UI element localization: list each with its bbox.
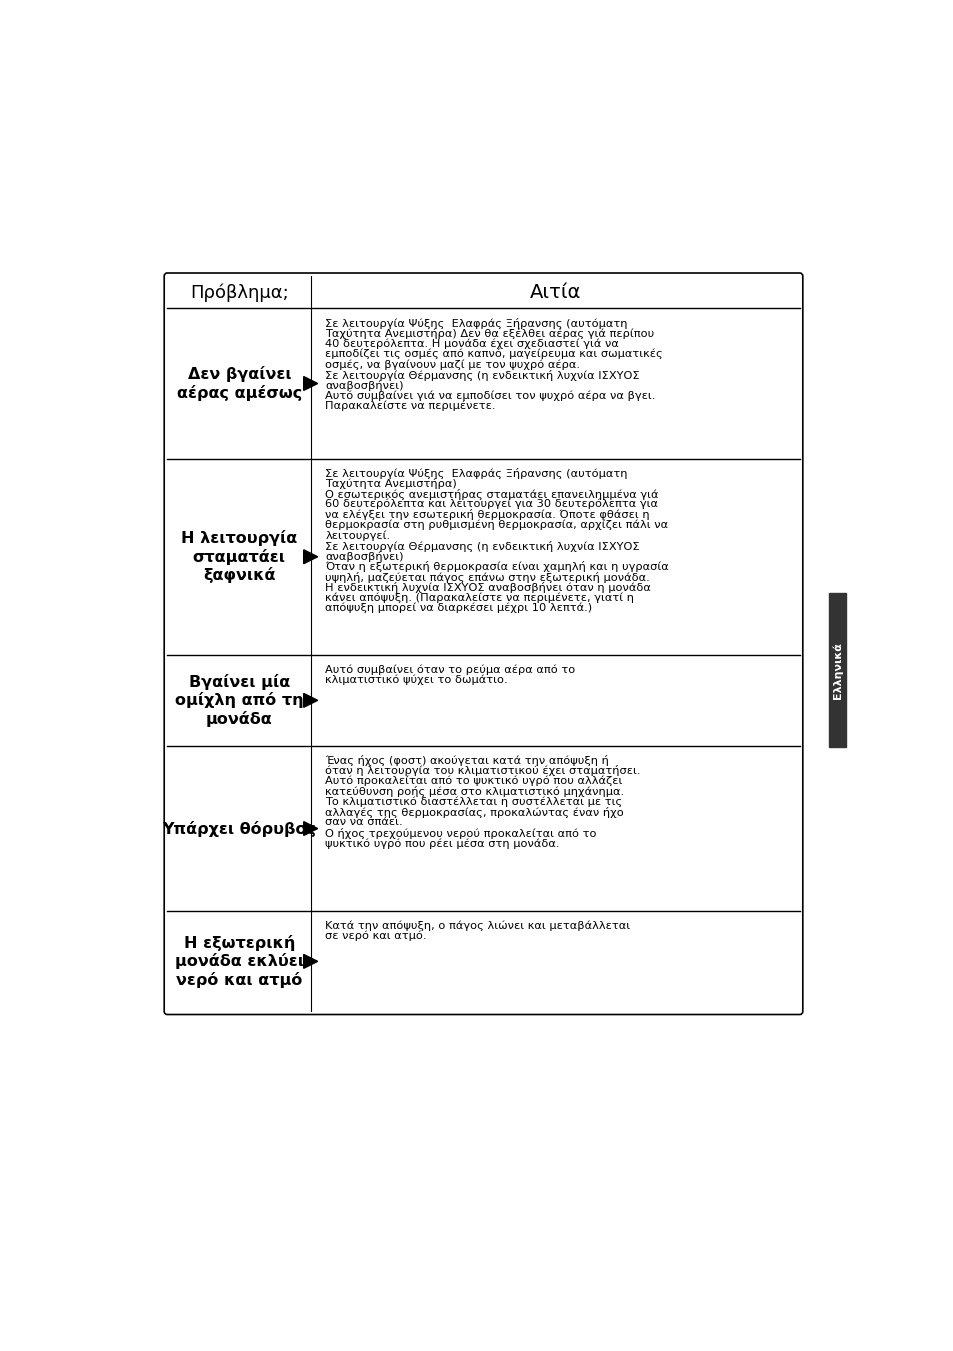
Text: Η λειτουργία
σταματάει
ξαφνικά: Η λειτουργία σταματάει ξαφνικά — [181, 530, 297, 584]
Text: Η εξωτερική
μονάδα εκλύει
νερό και ατμό: Η εξωτερική μονάδα εκλύει νερό και ατμό — [174, 935, 304, 988]
Polygon shape — [303, 377, 317, 390]
Text: Ταχύτητα Ανεμιστήρα) Δεν θα εξέλθει αέρας γιά περίπου: Ταχύτητα Ανεμιστήρα) Δεν θα εξέλθει αέρα… — [325, 328, 654, 339]
Text: αναβοσβήνει): αναβοσβήνει) — [325, 551, 403, 562]
Text: λειτουργεί.: λειτουργεί. — [325, 530, 390, 540]
Text: Σε λειτουργία Ψύξης  Ελαφράς Ξήρανσης (αυτόματη: Σε λειτουργία Ψύξης Ελαφράς Ξήρανσης (αυ… — [325, 317, 627, 328]
Text: Ο ήχος τρεχούμενου νερού προκαλείται από το: Ο ήχος τρεχούμενου νερού προκαλείται από… — [325, 828, 597, 839]
Text: Κατά την απόψυξη, ο πάγος λιώνει και μεταβάλλεται: Κατά την απόψυξη, ο πάγος λιώνει και μετ… — [325, 920, 630, 931]
Bar — [828, 593, 845, 747]
Polygon shape — [303, 954, 317, 969]
Text: Αυτό συμβαίνει όταν το ρεύμα αέρα από το: Αυτό συμβαίνει όταν το ρεύμα αέρα από το — [325, 665, 575, 674]
Polygon shape — [303, 693, 317, 708]
Text: κάνει απόψυξη. (Παρακαλείστε να περιμένετε, γιατί η: κάνει απόψυξη. (Παρακαλείστε να περιμένε… — [325, 593, 634, 603]
Text: Ελληνικά: Ελληνικά — [832, 642, 842, 698]
Text: Αιτία: Αιτία — [529, 282, 580, 301]
Text: εμποδίζει τις οσμές από καπνό, μαγείρευμα και σωματικές: εμποδίζει τις οσμές από καπνό, μαγείρευμ… — [325, 349, 662, 359]
Text: όταν η λειτουργία του κλιματιστικού έχει σταματήσει.: όταν η λειτουργία του κλιματιστικού έχει… — [325, 766, 640, 777]
Text: σαν να σπάει.: σαν να σπάει. — [325, 817, 402, 827]
Text: 40 δευτερόλεπτα. Η μονάδα έχει σχεδιαστεί γιά να: 40 δευτερόλεπτα. Η μονάδα έχει σχεδιαστε… — [325, 339, 618, 349]
Text: Αυτό συμβαίνει γιά να εμποδίσει τον ψυχρό αέρα να βγει.: Αυτό συμβαίνει γιά να εμποδίσει τον ψυχρ… — [325, 390, 655, 401]
Text: Ο εσωτερικός ανεμιστήρας σταματάει επανειλημμένα γιά: Ο εσωτερικός ανεμιστήρας σταματάει επανε… — [325, 489, 659, 500]
Text: Υπάρχει θόρυβος: Υπάρχει θόρυβος — [162, 820, 316, 836]
Text: ψυκτικό υγρό που ρέει μέσα στη μονάδα.: ψυκτικό υγρό που ρέει μέσα στη μονάδα. — [325, 838, 559, 848]
Text: Σε λειτουργία Θέρμανσης (η ενδεικτική λυχνία ΙΣΧΥΟΣ: Σε λειτουργία Θέρμανσης (η ενδεικτική λυ… — [325, 540, 639, 551]
Polygon shape — [303, 821, 317, 835]
Text: Βγαίνει μία
ομίχλη από τη
μονάδα: Βγαίνει μία ομίχλη από τη μονάδα — [175, 674, 303, 727]
Text: υψηλή, μαζεύεται πάγος επάνω στην εξωτερική μονάδα.: υψηλή, μαζεύεται πάγος επάνω στην εξωτερ… — [325, 571, 649, 582]
Text: θερμοκρασία στη ρυθμισμένη θερμοκρασία, αρχίζει πάλι να: θερμοκρασία στη ρυθμισμένη θερμοκρασία, … — [325, 520, 668, 531]
Text: Σε λειτουργία Θέρμανσης (η ενδεικτική λυχνία ΙΣΧΥΟΣ: Σε λειτουργία Θέρμανσης (η ενδεικτική λυ… — [325, 370, 639, 381]
Text: Σε λειτουργία Ψύξης  Ελαφράς Ξήρανσης (αυτόματη: Σε λειτουργία Ψύξης Ελαφράς Ξήρανσης (αυ… — [325, 467, 627, 478]
Text: Παρακαλείστε να περιμένετε.: Παρακαλείστε να περιμένετε. — [325, 401, 496, 411]
Text: αναβοσβήνει): αναβοσβήνει) — [325, 380, 403, 390]
Text: Όταν η εξωτερική θερμοκρασία είναι χαμηλή και η υγρασία: Όταν η εξωτερική θερμοκρασία είναι χαμηλ… — [325, 562, 668, 573]
Polygon shape — [303, 550, 317, 563]
Text: σε νερό και ατμό.: σε νερό και ατμό. — [325, 931, 426, 942]
Text: Δεν βγαίνει
αέρας αμέσως: Δεν βγαίνει αέρας αμέσως — [176, 366, 302, 401]
Text: κλιματιστικό ψύχει το δωμάτιο.: κλιματιστικό ψύχει το δωμάτιο. — [325, 674, 508, 685]
Text: να ελέγξει την εσωτερική θερμοκρασία. Όποτε φθάσει η: να ελέγξει την εσωτερική θερμοκρασία. Όπ… — [325, 509, 649, 520]
Text: Αυτό προκαλείται από το ψυκτικό υγρό που αλλάζει: Αυτό προκαλείται από το ψυκτικό υγρό που… — [325, 775, 622, 786]
Text: Η ενδεικτική λυχνία ΙΣΧΥΟΣ αναβοσβήνει όταν η μονάδα: Η ενδεικτική λυχνία ΙΣΧΥΟΣ αναβοσβήνει ό… — [325, 582, 651, 593]
Text: αλλαγές της θερμοκρασίας, προκαλώντας έναν ήχο: αλλαγές της θερμοκρασίας, προκαλώντας έν… — [325, 807, 623, 817]
Text: κατεύθυνση ροής μέσα στο κλιματιστικό μηχάνημα.: κατεύθυνση ροής μέσα στο κλιματιστικό μη… — [325, 786, 624, 797]
Text: Ένας ήχος (φοστ) ακούγεται κατά την απόψυξη ή: Ένας ήχος (φοστ) ακούγεται κατά την απόψ… — [325, 755, 609, 766]
Text: απόψυξη μπορεί να διαρκέσει μέχρι 10 λεπτά.): απόψυξη μπορεί να διαρκέσει μέχρι 10 λεπ… — [325, 603, 592, 613]
Text: Πρόβλημα;: Πρόβλημα; — [190, 282, 289, 301]
Text: οσμές, να βγαίνουν μαζί με τον ψυχρό αέρα.: οσμές, να βγαίνουν μαζί με τον ψυχρό αέρ… — [325, 359, 579, 370]
Text: 60 δευτερόλεπτα και λειτουργεί για 30 δευτερόλεπτα για: 60 δευτερόλεπτα και λειτουργεί για 30 δε… — [325, 499, 658, 509]
Text: Το κλιματιστικό διαστέλλεται η συστέλλεται με τις: Το κλιματιστικό διαστέλλεται η συστέλλετ… — [325, 797, 622, 807]
Text: Ταχύτητα Ανεμιστήρα): Ταχύτητα Ανεμιστήρα) — [325, 478, 456, 489]
FancyBboxPatch shape — [164, 273, 802, 1015]
